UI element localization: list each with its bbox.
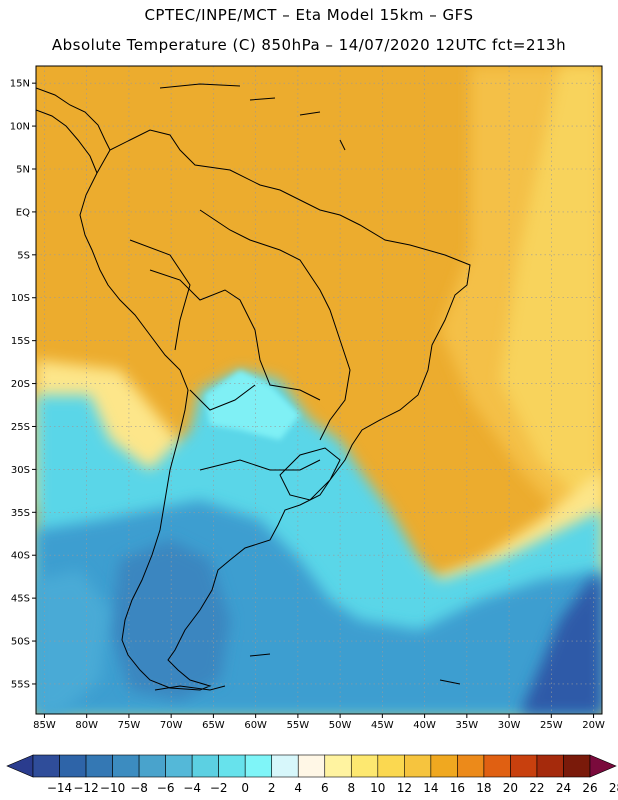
south-america-coastline xyxy=(79,129,471,691)
lon-label: 60W xyxy=(244,720,267,731)
colorbar-label: 0 xyxy=(241,781,249,795)
deep-blue-southeast xyxy=(520,575,602,714)
colorbar-swatch xyxy=(404,754,432,778)
colorbar-label: −2 xyxy=(210,781,228,795)
lat-label: 10S xyxy=(11,293,30,304)
lon-label: 70W xyxy=(160,720,183,731)
blue-west-pacific xyxy=(36,570,110,714)
lon-label: 30W xyxy=(498,720,521,731)
lat-lon-grid xyxy=(36,66,602,714)
colorbar-swatch xyxy=(112,754,140,778)
light-cyan-patch xyxy=(205,370,300,440)
uruguay-border xyxy=(279,447,341,501)
colorbar-swatch xyxy=(430,754,458,778)
colorbar-swatch xyxy=(138,754,166,778)
lat-label: 5S xyxy=(17,250,30,261)
map-subtitle: Absolute Temperature (C) 850hPa – 14/07/… xyxy=(51,36,567,54)
lon-label: 20W xyxy=(582,720,605,731)
lon-label: 80W xyxy=(75,720,98,731)
colorbar-label: 8 xyxy=(347,781,355,795)
lat-label: 30S xyxy=(11,465,30,476)
colorbar-label: −12 xyxy=(73,781,98,795)
lon-label: 75W xyxy=(118,720,141,731)
brazil-border xyxy=(149,209,351,441)
colorbar-swatch xyxy=(457,754,485,778)
lat-label: 40S xyxy=(11,551,30,562)
colorbar-label: 14 xyxy=(423,781,438,795)
lon-label: 55W xyxy=(287,720,310,731)
longitude-labels: 85W 80W 75W 70W 65W 60W 55W 50W 45W 40W 35W 30W 25W 2… xyxy=(33,714,605,731)
colorbar-label: −14 xyxy=(47,781,72,795)
colorbar-swatch xyxy=(297,754,326,778)
colorbar-swatch xyxy=(191,754,219,778)
colorbar-label: −4 xyxy=(183,781,201,795)
lat-label: 15N xyxy=(10,79,30,90)
tierra-del-fuego xyxy=(154,653,461,691)
lat-label: EQ xyxy=(16,207,30,218)
colorbar-swatch xyxy=(244,754,273,778)
lat-label: 10N xyxy=(10,122,30,133)
coastlines xyxy=(36,83,471,691)
colorbar-swatch xyxy=(377,754,405,778)
colorbar-swatch xyxy=(32,754,60,778)
lon-label: 40W xyxy=(413,720,436,731)
lat-label: 45S xyxy=(11,594,30,605)
colorbar-label: 2 xyxy=(268,781,276,795)
latitude-labels: 15N 10N 5N EQ 5S 10S 15S 20S 25S 30S 35S 40S 45S 50S 5… xyxy=(10,79,36,690)
colorbar-label: −8 xyxy=(130,781,148,795)
lon-label: 85W xyxy=(33,720,56,731)
caribbean-islands xyxy=(159,83,346,151)
colorbar-swatch xyxy=(85,754,113,778)
colorbar-swatch xyxy=(510,754,538,778)
colorbar-label: 18 xyxy=(476,781,491,795)
colorbar-label: 20 xyxy=(503,781,518,795)
lon-label: 45W xyxy=(371,720,394,731)
map-frame xyxy=(35,65,603,715)
lat-label: 20S xyxy=(11,379,30,390)
colorbar-swatch xyxy=(165,754,193,778)
color-scale-bar: −14 −12 −10 −8 −6 −4 −2 0 2 4 6 8 10 12 14 16 18 20 22 24 26… xyxy=(6,754,618,795)
atlantic-yellow xyxy=(500,66,602,520)
lat-label: 5N xyxy=(16,164,30,175)
blue-patagonia xyxy=(110,540,230,700)
lat-label: 50S xyxy=(11,637,30,648)
colorbar-label: 24 xyxy=(556,781,571,795)
lat-label: 55S xyxy=(11,679,30,690)
colorbar-label: 6 xyxy=(321,781,329,795)
colorbar-label: −6 xyxy=(157,781,175,795)
colorbar-swatch xyxy=(350,754,379,778)
colorbar-label: 28 xyxy=(609,781,618,795)
colorbar-label: 12 xyxy=(397,781,412,795)
colorbar-swatch xyxy=(563,754,591,778)
colorbar-swatch xyxy=(324,754,352,778)
lon-label: 35W xyxy=(456,720,479,731)
map-title: CPTEC/INPE/MCT – Eta Model 15km – GFS xyxy=(144,6,474,24)
colorbar-swatch xyxy=(483,754,511,778)
lon-label: 65W xyxy=(202,720,225,731)
colorbar-swatch xyxy=(218,754,246,778)
colorbar-label: 10 xyxy=(370,781,385,795)
lat-label: 15S xyxy=(11,336,30,347)
lon-label: 50W xyxy=(329,720,352,731)
colorbar-low-arrow xyxy=(6,754,34,778)
central-america-coastline xyxy=(36,87,111,174)
temperature-field xyxy=(36,66,602,714)
colorbar-high-arrow xyxy=(589,754,617,778)
lon-label: 25W xyxy=(540,720,563,731)
colorbar-swatch xyxy=(271,754,299,778)
andes-borders xyxy=(129,239,321,471)
colorbar-label: −10 xyxy=(100,781,125,795)
colorbar-swatch xyxy=(536,754,564,778)
colorbar-swatch xyxy=(59,754,87,778)
colorbar-label: 16 xyxy=(450,781,465,795)
colorbar-label: 22 xyxy=(529,781,544,795)
colorbar-label: 4 xyxy=(294,781,302,795)
lat-label: 25S xyxy=(11,422,30,433)
colorbar-label: 26 xyxy=(582,781,597,795)
lat-label: 35S xyxy=(11,508,30,519)
